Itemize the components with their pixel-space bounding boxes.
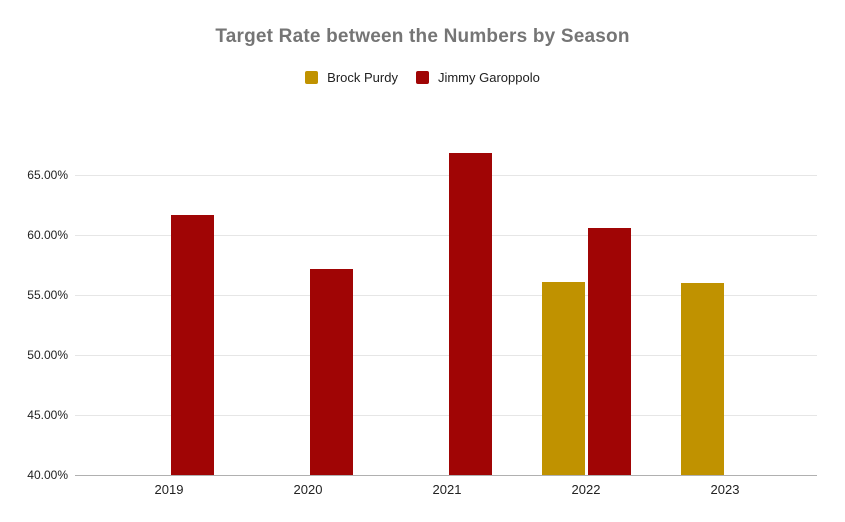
legend-label: Jimmy Garoppolo [437, 70, 540, 85]
legend-swatch-brock-purdy [305, 71, 319, 84]
x-tick-label: 2022 [571, 482, 601, 497]
bar-jimmy-garoppolo-2022[interactable] [587, 227, 631, 475]
x-tick-label: 2021 [432, 482, 462, 497]
y-tick-label: 60.00% [27, 228, 68, 242]
y-tick-label: 50.00% [27, 348, 68, 362]
y-tick-label: 40.00% [27, 468, 68, 482]
bar-brock-purdy-2023[interactable] [680, 283, 724, 475]
x-tick-label: 2020 [293, 482, 323, 497]
gridline [75, 295, 817, 296]
legend-item-jimmy-garoppolo[interactable]: Jimmy Garoppolo [415, 70, 540, 85]
legend-swatch-jimmy-garoppolo [415, 71, 429, 84]
x-axis-line [75, 475, 817, 476]
gridline [75, 355, 817, 356]
bar-jimmy-garoppolo-2021[interactable] [448, 153, 492, 475]
y-tick-label: 55.00% [27, 288, 68, 302]
legend-item-brock-purdy[interactable]: Brock Purdy [305, 70, 398, 85]
legend: Brock Purdy Jimmy Garoppolo [0, 70, 845, 85]
bar-jimmy-garoppolo-2019[interactable] [170, 214, 214, 475]
x-tick-label: 2023 [710, 482, 740, 497]
gridline [75, 175, 817, 176]
gridline [75, 415, 817, 416]
y-tick-label: 65.00% [27, 168, 68, 182]
bar-brock-purdy-2022[interactable] [541, 281, 585, 475]
gridline [75, 235, 817, 236]
legend-label: Brock Purdy [327, 70, 398, 85]
y-tick-label: 45.00% [27, 408, 68, 422]
bar-jimmy-garoppolo-2020[interactable] [309, 268, 353, 475]
chart-title: Target Rate between the Numbers by Seaso… [215, 26, 630, 47]
x-tick-label: 2019 [154, 482, 184, 497]
